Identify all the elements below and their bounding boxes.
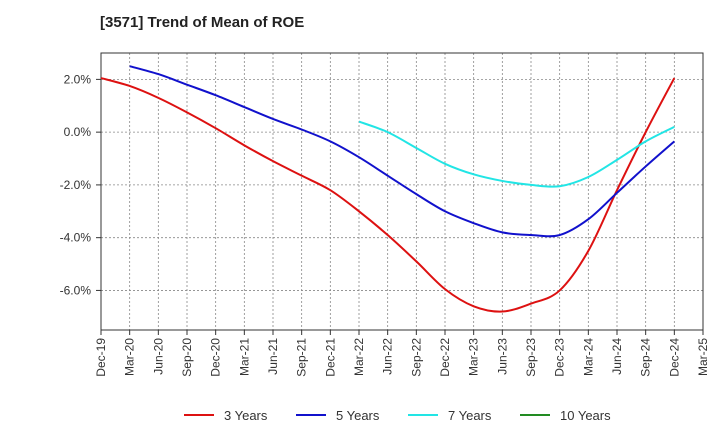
x-tick-label: Mar-23 xyxy=(467,338,481,376)
x-tick-label: Mar-24 xyxy=(581,338,595,376)
legend-label-5-years: 5 Years xyxy=(336,408,380,423)
y-tick-label: -2.0% xyxy=(60,178,92,192)
y-tick-label: -6.0% xyxy=(60,283,92,297)
y-tick-label: 0.0% xyxy=(64,125,92,139)
x-tick-label: Sep-23 xyxy=(524,338,538,377)
x-tick-label: Jun-21 xyxy=(266,338,280,375)
x-tick-label: Dec-23 xyxy=(553,338,567,377)
x-tick-label: Dec-22 xyxy=(438,338,452,377)
y-tick-label: -4.0% xyxy=(60,231,92,245)
x-tick-label: Mar-25 xyxy=(696,338,710,376)
x-tick-label: Dec-20 xyxy=(209,338,223,377)
series-line-7-years xyxy=(358,120,675,188)
x-tick-label: Mar-21 xyxy=(237,338,251,376)
series-line-5-years xyxy=(129,65,675,238)
x-tick-label: Dec-24 xyxy=(667,338,681,377)
x-tick-label: Jun-23 xyxy=(495,338,509,375)
legend-label-3-years: 3 Years xyxy=(224,408,268,423)
series-line-3-years xyxy=(100,77,676,313)
axis-layer: 2.0% 0.0% -2.0% -4.0% -6.0% Dec-19 Mar-20 Jun-2… xyxy=(60,52,710,377)
x-tick-label: Sep-22 xyxy=(409,338,423,377)
x-tick-label: Mar-22 xyxy=(352,338,366,376)
legend: 3 Years 5 Years 7 Years 10 Years xyxy=(184,408,611,423)
x-tick-label: Dec-21 xyxy=(323,338,337,377)
x-tick-label: Sep-24 xyxy=(639,338,653,377)
x-tick-label: Dec-19 xyxy=(94,338,108,377)
legend-label-10-years: 10 Years xyxy=(560,408,611,423)
x-tick-label: Jun-24 xyxy=(610,338,624,375)
series-layer xyxy=(100,65,676,313)
y-tick-label: 2.0% xyxy=(64,72,92,86)
x-tick-label: Mar-20 xyxy=(123,338,137,376)
legend-label-7-years: 7 Years xyxy=(448,408,492,423)
x-tick-label: Jun-20 xyxy=(151,338,165,375)
x-tick-label: Sep-21 xyxy=(295,338,309,377)
x-tick-label: Jun-22 xyxy=(381,338,395,375)
plot-area xyxy=(101,53,703,330)
plot-frame xyxy=(100,52,704,331)
chart-title: [3571] Trend of Mean of ROE xyxy=(100,14,305,31)
x-tick-label: Sep-20 xyxy=(180,338,194,377)
grid-layer xyxy=(100,53,704,330)
